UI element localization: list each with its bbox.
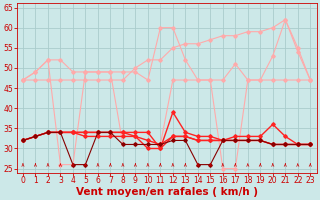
X-axis label: Vent moyen/en rafales ( km/h ): Vent moyen/en rafales ( km/h ): [76, 187, 258, 197]
